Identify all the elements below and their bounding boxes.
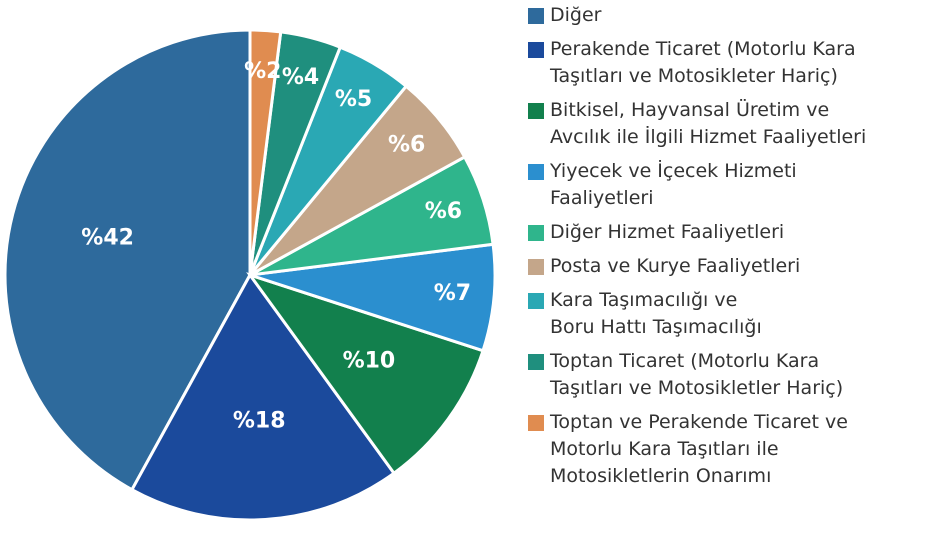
legend-item: Diğer Hizmet Faaliyetleri: [528, 219, 866, 246]
pie-slice: [248, 28, 283, 276]
legend-swatch: [528, 293, 544, 309]
legend-swatch: [528, 42, 544, 58]
slice-label: %6: [425, 199, 462, 224]
legend-swatch: [528, 8, 544, 24]
legend-swatch: [528, 225, 544, 241]
legend-label: Diğer: [550, 4, 602, 26]
slice-label: %10: [343, 348, 396, 373]
legend-item: Toptan ve Perakende Ticaret ve Motorlu K…: [528, 409, 866, 490]
legend: Diğer Perakende Ticaret (Motorlu Kara Taş…: [528, 2, 866, 490]
pie-chart: %42 %18 %10 %7 %6 %6 %5 %4%2: [3, 28, 497, 522]
legend-item: Bitkisel, Hayvansal Üretim ve Avcılık il…: [528, 97, 866, 151]
slice-label: %7: [434, 281, 471, 306]
legend-label: Toptan Ticaret (Motorlu Kara Taşıtları v…: [550, 350, 844, 399]
legend-label: Diğer Hizmet Faaliyetleri: [550, 221, 785, 243]
slice-label: %2: [244, 59, 281, 84]
legend-label: Perakende Ticaret (Motorlu Kara Taşıtlar…: [550, 38, 856, 87]
slice-label: %4: [282, 65, 319, 90]
legend-swatch: [528, 259, 544, 275]
legend-label: Bitkisel, Hayvansal Üretim ve Avcılık il…: [550, 99, 867, 148]
legend-swatch: [528, 103, 544, 119]
legend-swatch: [528, 164, 544, 180]
legend-swatch: [528, 415, 544, 431]
legend-item: Posta ve Kurye Faaliyetleri: [528, 253, 866, 280]
slice-label: %18: [233, 409, 286, 434]
legend-label: Kara Taşımacılığı ve Boru Hattı Taşımacı…: [550, 289, 762, 338]
legend-item: Toptan Ticaret (Motorlu Kara Taşıtları v…: [528, 348, 866, 402]
pie-slice: [249, 242, 497, 353]
slice-label: %42: [81, 225, 134, 250]
legend-label: Posta ve Kurye Faaliyetleri: [550, 255, 801, 277]
pie-slice: [3, 28, 252, 492]
slice-label: %6: [388, 132, 425, 157]
legend-item: Yiyecek ve İçecek Hizmeti Faaliyetleri: [528, 158, 866, 212]
legend-item: Diğer: [528, 2, 866, 29]
legend-swatch: [528, 354, 544, 370]
pie-slice: [129, 272, 397, 522]
legend-label: Yiyecek ve İçecek Hizmeti Faaliyetleri: [550, 160, 797, 209]
pie-slice: [246, 272, 485, 476]
legend-item: Perakende Ticaret (Motorlu Kara Taşıtlar…: [528, 36, 866, 90]
legend-item: Kara Taşımacılığı ve Boru Hattı Taşımacı…: [528, 287, 866, 341]
legend-label: Toptan ve Perakende Ticaret ve Motorlu K…: [550, 411, 848, 487]
slice-label: %5: [335, 87, 372, 112]
